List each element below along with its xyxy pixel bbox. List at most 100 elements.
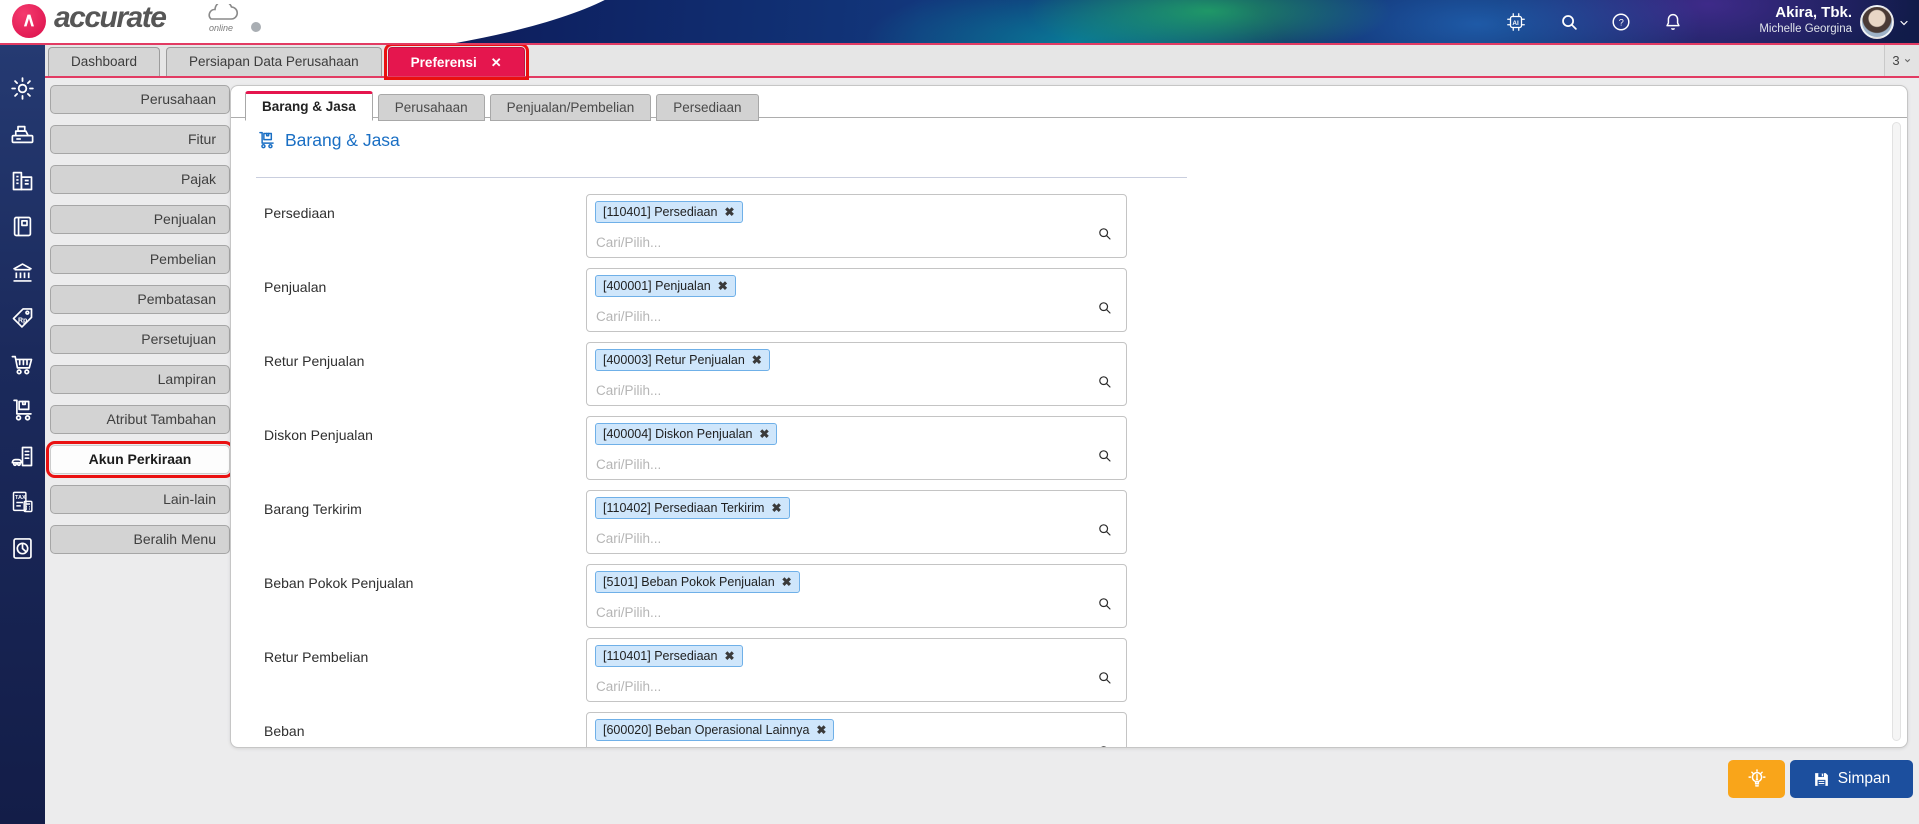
- field-label: Retur Pembelian: [264, 649, 369, 665]
- chevron-down-icon: [1904, 58, 1910, 63]
- tab-dashboard[interactable]: Dashboard: [48, 47, 161, 76]
- menu-item-lampiran[interactable]: Lampiran: [50, 365, 230, 394]
- save-button[interactable]: Simpan: [1790, 760, 1913, 798]
- selected-account-chip: [110401] Persediaan ✖: [595, 201, 743, 223]
- menu-item-pembatasan[interactable]: Pembatasan: [50, 285, 230, 314]
- account-picker[interactable]: [110401] Persediaan ✖: [586, 638, 1127, 702]
- account-search-input[interactable]: [596, 531, 1016, 546]
- remove-chip-icon[interactable]: ✖: [759, 427, 770, 441]
- vertical-scrollbar[interactable]: [1892, 122, 1901, 741]
- selected-account-chip: [110401] Persediaan ✖: [595, 645, 743, 667]
- hint-lightbulb-button[interactable]: [1728, 760, 1785, 798]
- field-row: Beban Pokok Penjualan [5101] Beban Pokok…: [231, 564, 1907, 628]
- menu-item-pembelian[interactable]: Pembelian: [50, 245, 230, 274]
- account-search-input[interactable]: [596, 605, 1016, 620]
- user-company: Akira, Tbk.: [1775, 4, 1852, 21]
- field-row: Retur Penjualan [400003] Retur Penjualan…: [231, 342, 1907, 406]
- field-label: Diskon Penjualan: [264, 427, 373, 443]
- journal-book-icon[interactable]: [9, 213, 36, 240]
- account-search-input[interactable]: [596, 235, 1016, 250]
- account-picker[interactable]: [110402] Persediaan Terkirim ✖: [586, 490, 1127, 554]
- lookup-icon[interactable]: [1097, 374, 1113, 395]
- account-search-input[interactable]: [596, 309, 1016, 324]
- account-picker[interactable]: [400004] Diskon Penjualan ✖: [586, 416, 1127, 480]
- cash-register-icon[interactable]: [9, 121, 36, 148]
- svg-text:?: ?: [1619, 17, 1624, 27]
- notifications-bell-icon[interactable]: [1662, 11, 1684, 33]
- lookup-icon[interactable]: [1097, 670, 1113, 691]
- close-icon[interactable]: ✕: [490, 54, 502, 70]
- account-picker[interactable]: [400003] Retur Penjualan ✖: [586, 342, 1127, 406]
- account-search-input[interactable]: [596, 679, 1016, 694]
- content-tab-barang-jasa[interactable]: Barang & Jasa: [245, 91, 373, 121]
- menu-item-persetujuan[interactable]: Persetujuan: [50, 325, 230, 354]
- top-banner: ∧ accurate online AI ? Akira, Tbk. Mi: [0, 0, 1919, 44]
- chevron-down-icon[interactable]: [1898, 16, 1910, 34]
- section-title: Barang & Jasa: [285, 130, 400, 150]
- menu-item-perusahaan[interactable]: Perusahaan: [50, 85, 230, 114]
- field-label: Persediaan: [264, 205, 335, 221]
- account-picker[interactable]: [400001] Penjualan ✖: [586, 268, 1127, 332]
- lookup-icon[interactable]: [1097, 448, 1113, 469]
- remove-chip-icon[interactable]: ✖: [816, 723, 827, 737]
- content-tab-strip: Barang & Jasa Perusahaan Penjualan/Pembe…: [245, 91, 764, 121]
- account-picker[interactable]: [110401] Persediaan ✖: [586, 194, 1127, 258]
- sales-price-tag-icon[interactable]: Rp: [9, 305, 36, 332]
- selected-account-chip: [400004] Diskon Penjualan ✖: [595, 423, 778, 445]
- account-picker[interactable]: [600020] Beban Operasional Lainnya ✖: [586, 712, 1127, 747]
- window-tab-strip: Dashboard Persiapan Data Perusahaan Pref…: [45, 43, 1919, 80]
- remove-chip-icon[interactable]: ✖: [751, 353, 762, 367]
- fixed-assets-icon[interactable]: [9, 443, 36, 470]
- lookup-icon[interactable]: [1097, 300, 1113, 321]
- menu-item-lain-lain[interactable]: Lain-lain: [50, 485, 230, 514]
- lookup-icon[interactable]: [1097, 522, 1113, 543]
- banking-icon[interactable]: [9, 259, 36, 286]
- reports-icon[interactable]: [9, 535, 36, 562]
- accurate-logo-icon: ∧: [12, 4, 46, 38]
- purchases-cart-icon[interactable]: [9, 351, 36, 378]
- remove-chip-icon[interactable]: ✖: [724, 205, 735, 219]
- menu-item-akun-perkiraan[interactable]: Akun Perkiraan: [46, 441, 234, 478]
- avatar[interactable]: [1860, 5, 1894, 39]
- save-button-label: Simpan: [1837, 770, 1891, 787]
- field-label: Beban: [264, 723, 305, 739]
- user-name: Michelle Georgina: [1759, 23, 1852, 35]
- remove-chip-icon[interactable]: ✖: [717, 279, 728, 293]
- cloud-icon: [208, 0, 239, 20]
- lookup-icon[interactable]: [1097, 596, 1113, 617]
- content-tab-persediaan[interactable]: Persediaan: [656, 94, 759, 121]
- menu-item-atribut-tambahan[interactable]: Atribut Tambahan: [50, 405, 230, 434]
- lookup-icon[interactable]: [1097, 226, 1113, 247]
- user-block[interactable]: Akira, Tbk. Michelle Georgina: [1759, 4, 1852, 36]
- tab-preferensi[interactable]: Preferensi ✕: [383, 43, 529, 80]
- field-label: Penjualan: [264, 279, 327, 295]
- content-tab-perusahaan[interactable]: Perusahaan: [377, 94, 485, 121]
- svg-text:TAX: TAX: [15, 495, 26, 501]
- menu-item-fitur[interactable]: Fitur: [50, 125, 230, 154]
- account-search-input[interactable]: [596, 383, 1016, 398]
- account-search-input[interactable]: [596, 457, 1016, 472]
- account-picker[interactable]: [5101] Beban Pokok Penjualan ✖: [586, 564, 1127, 628]
- tab-overflow-dropdown[interactable]: 3: [1884, 45, 1919, 76]
- help-icon[interactable]: ?: [1610, 11, 1632, 33]
- settings-icon[interactable]: [9, 75, 36, 102]
- field-row: Penjualan [400001] Penjualan ✖: [231, 268, 1907, 332]
- search-icon[interactable]: [1558, 11, 1580, 33]
- menu-item-pajak[interactable]: Pajak: [50, 165, 230, 194]
- inventory-trolley-icon[interactable]: [9, 397, 36, 424]
- remove-chip-icon[interactable]: ✖: [724, 649, 735, 663]
- brand-name: accurate: [54, 1, 167, 34]
- ai-assistant-icon[interactable]: AI: [1505, 11, 1527, 33]
- tax-icon[interactable]: TAX: [9, 489, 36, 516]
- menu-item-penjualan[interactable]: Penjualan: [50, 205, 230, 234]
- remove-chip-icon[interactable]: ✖: [781, 575, 792, 589]
- brand-cloud: online: [198, 0, 244, 33]
- menu-item-beralih-menu[interactable]: Beralih Menu: [50, 525, 230, 554]
- tab-persiapan-data-perusahaan[interactable]: Persiapan Data Perusahaan: [166, 47, 382, 76]
- svg-text:Rp: Rp: [18, 317, 27, 324]
- remove-chip-icon[interactable]: ✖: [771, 501, 782, 515]
- selected-account-chip: [110402] Persediaan Terkirim ✖: [595, 497, 790, 519]
- content-tab-penjualan-pembelian[interactable]: Penjualan/Pembelian: [489, 94, 652, 121]
- lookup-icon[interactable]: [1097, 744, 1113, 747]
- company-buildings-icon[interactable]: [9, 167, 36, 194]
